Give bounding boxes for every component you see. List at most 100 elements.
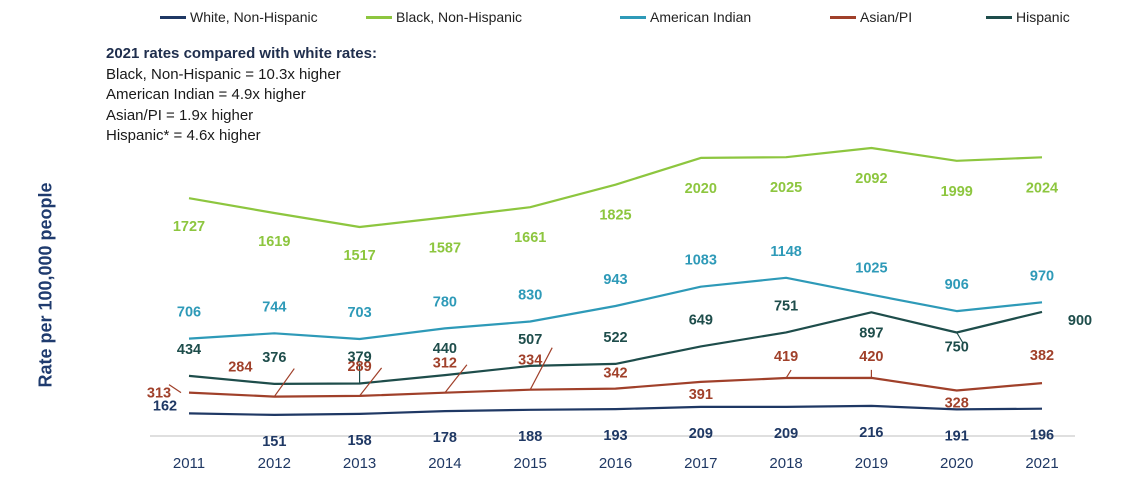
data-label-white: 196 (1030, 428, 1054, 444)
comparison-note-line: Black, Non-Hispanic = 10.3x higher (106, 65, 341, 83)
comparison-note: 2021 rates compared with white rates: Bl… (106, 44, 377, 147)
data-label-white: 162 (153, 398, 177, 414)
legend-swatch-hispanic (986, 15, 1012, 19)
data-label-black: 2025 (770, 180, 802, 196)
legend-label-hispanic: Hispanic (1016, 9, 1070, 25)
data-label-black: 1661 (514, 230, 546, 246)
y-axis-label: Rate per 100,000 people (35, 182, 56, 388)
data-label-asian-pi: 342 (603, 366, 627, 382)
legend-swatch-american-indian (620, 15, 646, 19)
data-label-white: 216 (859, 425, 883, 441)
data-label-american-indian: 943 (603, 272, 627, 288)
legend-item-white: White, Non-Hispanic (160, 9, 318, 25)
comparison-note-line: Hispanic* = 4.6x higher (106, 127, 261, 144)
data-label-asian-pi: 334 (518, 353, 542, 369)
leader-line (956, 332, 964, 343)
data-label-black: 1587 (429, 240, 461, 256)
data-label-asian-pi: 419 (774, 349, 798, 365)
data-label-hispanic: 900 (1068, 313, 1092, 329)
data-label-american-indian: 970 (1030, 268, 1054, 284)
data-label-asian-pi: 328 (945, 396, 969, 412)
x-tick-label: 2017 (684, 455, 717, 472)
x-tick-label: 2011 (173, 455, 205, 472)
legend-label-american-indian: American Indian (650, 9, 752, 25)
legend-label-asian-pi: Asian/PI (860, 9, 913, 25)
legend-swatch-black (366, 15, 392, 19)
data-label-black: 1517 (343, 248, 375, 264)
data-label-hispanic: 507 (518, 332, 542, 348)
data-label-american-indian: 744 (262, 299, 286, 315)
legend: White, Non-Hispanic Black, Non-Hispanic … (150, 9, 1080, 29)
data-label-hispanic: 649 (689, 312, 713, 328)
data-label-hispanic: 750 (945, 340, 969, 356)
leader-line (359, 367, 383, 397)
data-label-hispanic: 434 (177, 342, 201, 358)
data-label-american-indian: 830 (518, 288, 542, 304)
leader-line (785, 369, 792, 379)
leader-line (168, 384, 182, 394)
data-label-american-indian: 1148 (770, 244, 801, 260)
legend-label-black: Black, Non-Hispanic (396, 9, 523, 25)
legend-swatch-asian-pi (830, 15, 856, 19)
series-line-american-indian (188, 276, 1043, 341)
leader-line (444, 364, 468, 394)
data-label-american-indian: 703 (347, 305, 371, 321)
data-label-black: 1727 (173, 219, 205, 235)
data-label-black: 1619 (258, 234, 290, 250)
series-line-black (188, 146, 1043, 229)
data-label-hispanic: 751 (774, 298, 798, 314)
legend-item-asian-pi: Asian/PI (830, 9, 912, 25)
x-tick-label: 2012 (258, 455, 291, 472)
data-label-asian-pi: 382 (1030, 348, 1054, 364)
data-label-hispanic: 376 (262, 350, 286, 366)
data-label-white: 209 (689, 426, 713, 442)
comparison-note-line: Asian/PI = 1.9x higher (106, 106, 254, 124)
legend-item-black: Black, Non-Hispanic (366, 9, 522, 25)
leader-line (529, 347, 553, 390)
data-label-american-indian: 1025 (855, 261, 887, 277)
series-line-asian-pi (188, 376, 1043, 398)
data-label-american-indian: 706 (177, 305, 201, 321)
data-label-white: 178 (433, 430, 457, 446)
legend-item-american-indian: American Indian (620, 9, 751, 25)
data-label-american-indian: 1083 (685, 253, 717, 269)
data-label-hispanic: 440 (433, 341, 457, 357)
leader-line (273, 368, 295, 397)
data-label-hispanic: 897 (859, 325, 883, 341)
data-label-asian-pi: 312 (433, 356, 457, 372)
x-tick-label: 2018 (769, 455, 802, 472)
legend-swatch-white (160, 15, 186, 19)
data-label-asian-pi: 289 (347, 359, 371, 375)
data-label-black: 2020 (685, 181, 717, 197)
data-label-black: 2024 (1026, 180, 1058, 196)
x-tick-label: 2014 (428, 455, 461, 472)
comparison-note-line: American Indian = 4.9x higher (106, 86, 306, 103)
data-label-asian-pi: 284 (228, 360, 252, 376)
data-label-american-indian: 906 (945, 277, 969, 293)
data-label-white: 158 (347, 433, 371, 449)
data-label-white: 191 (945, 428, 969, 444)
data-label-black: 1999 (941, 184, 973, 200)
data-label-black: 1825 (599, 208, 631, 224)
x-tick-label: 2021 (1025, 455, 1058, 472)
data-label-white: 209 (774, 426, 798, 442)
data-label-hispanic: 379 (347, 350, 371, 366)
x-tick-label: 2016 (599, 455, 632, 472)
data-label-hispanic: 522 (603, 330, 627, 346)
data-label-asian-pi: 313 (147, 386, 171, 402)
data-label-american-indian: 780 (433, 294, 457, 310)
series-line-hispanic (188, 310, 1043, 385)
x-tick-label: 2015 (514, 455, 547, 472)
data-label-asian-pi: 391 (689, 387, 713, 403)
data-label-asian-pi: 420 (859, 349, 883, 365)
data-label-black: 2092 (855, 171, 887, 187)
x-tick-label: 2020 (940, 455, 973, 472)
legend-item-hispanic: Hispanic (986, 9, 1070, 25)
x-tick-label: 2013 (343, 455, 376, 472)
x-tick-label: 2019 (855, 455, 888, 472)
data-label-white: 193 (603, 428, 627, 444)
legend-label-white: White, Non-Hispanic (190, 9, 318, 25)
data-label-white: 151 (262, 434, 286, 450)
series-line-white (188, 404, 1043, 416)
